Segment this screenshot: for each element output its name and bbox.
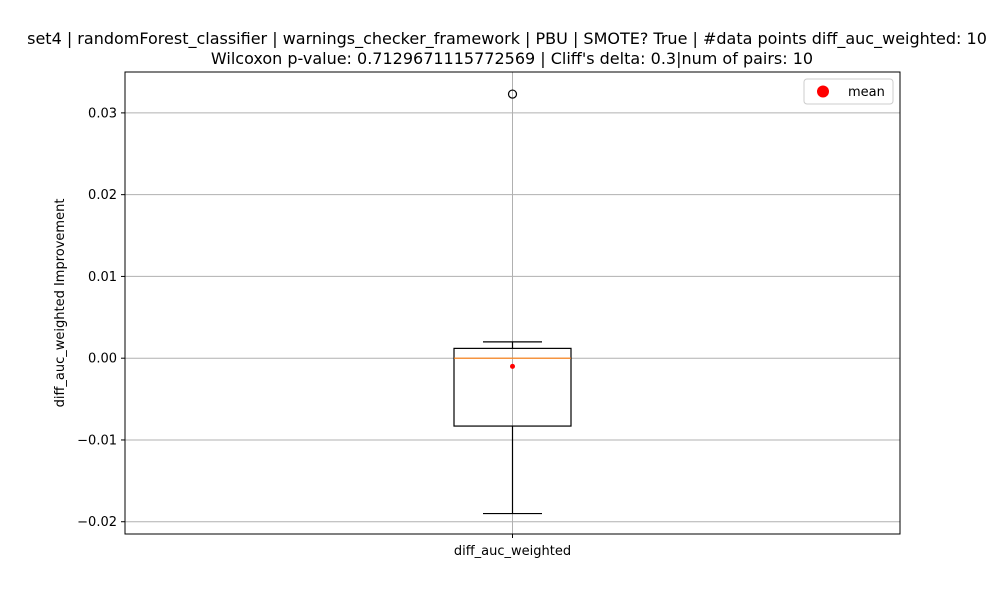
y-tick-label: 0.03 [88, 106, 117, 121]
iqr-box [453, 347, 572, 427]
y-tick-label: 0.02 [88, 188, 117, 203]
y-axis-label: diff_auc_weighted Improvement [53, 199, 68, 408]
legend-mean-label: mean [848, 85, 885, 100]
y-tick-label: 0.00 [88, 352, 117, 367]
legend-mean-marker [817, 85, 829, 98]
y-tick-label: −0.01 [77, 433, 117, 448]
y-tick-label: 0.01 [88, 270, 117, 285]
chart-title-line2: Wilcoxon p-value: 0.7129671115772569 | C… [211, 49, 813, 68]
y-tick-label: −0.02 [77, 515, 117, 530]
mean-point [510, 363, 515, 369]
y-axis-ticks: −0.02 −0.01 0.00 0.01 0.02 0.03 [77, 106, 125, 530]
box-layer [453, 89, 572, 515]
outlier-point [507, 89, 518, 99]
chart-title-line1: set4 | randomForest_classifier | warning… [27, 29, 987, 49]
legend-box [803, 78, 894, 105]
legend: mean [803, 78, 894, 105]
x-tick-label: diff_auc_weighted [454, 544, 571, 559]
